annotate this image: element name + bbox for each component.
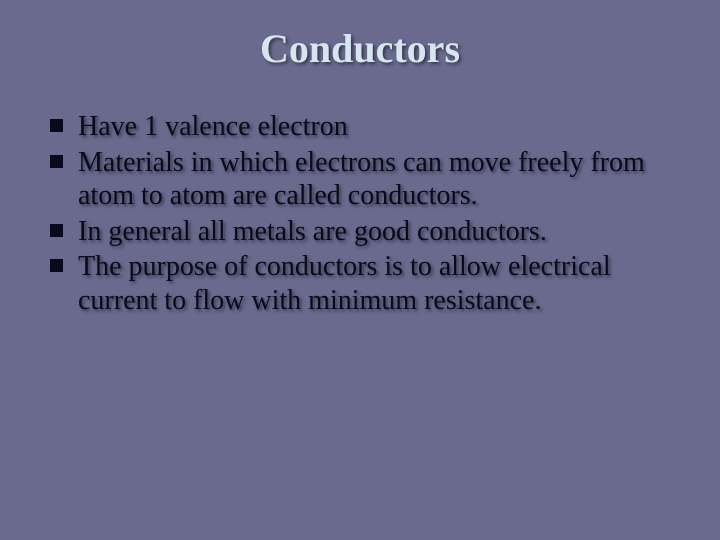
list-item: In general all metals are good conductor… xyxy=(50,215,670,249)
list-item: Materials in which electrons can move fr… xyxy=(50,146,670,213)
slide-title: Conductors xyxy=(50,25,670,72)
bullet-list: Have 1 valence electron Materials in whi… xyxy=(50,110,670,318)
list-item: Have 1 valence electron xyxy=(50,110,670,144)
list-item: The purpose of conductors is to allow el… xyxy=(50,250,670,317)
slide: Conductors Have 1 valence electron Mater… xyxy=(0,0,720,540)
